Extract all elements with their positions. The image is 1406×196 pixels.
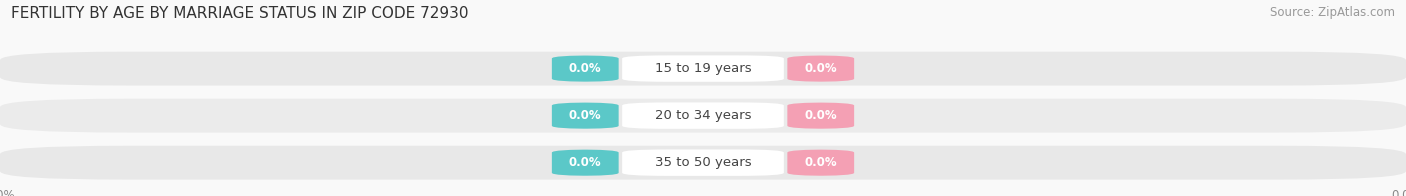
Text: Source: ZipAtlas.com: Source: ZipAtlas.com [1270, 6, 1395, 19]
FancyBboxPatch shape [551, 103, 619, 129]
Text: 0.0%: 0.0% [804, 62, 837, 75]
Text: 0.0%: 0.0% [569, 156, 602, 169]
FancyBboxPatch shape [0, 99, 1406, 132]
FancyBboxPatch shape [551, 55, 619, 82]
Text: 20 to 34 years: 20 to 34 years [655, 109, 751, 122]
Text: 0.0%: 0.0% [804, 156, 837, 169]
FancyBboxPatch shape [0, 52, 1406, 85]
FancyBboxPatch shape [787, 150, 855, 176]
Text: 35 to 50 years: 35 to 50 years [655, 156, 751, 169]
FancyBboxPatch shape [0, 146, 1406, 180]
FancyBboxPatch shape [551, 150, 619, 176]
Text: FERTILITY BY AGE BY MARRIAGE STATUS IN ZIP CODE 72930: FERTILITY BY AGE BY MARRIAGE STATUS IN Z… [11, 6, 468, 21]
FancyBboxPatch shape [621, 103, 785, 129]
FancyBboxPatch shape [787, 103, 855, 129]
Text: 0.0%: 0.0% [569, 62, 602, 75]
Text: 0.0%: 0.0% [569, 109, 602, 122]
FancyBboxPatch shape [621, 55, 785, 82]
FancyBboxPatch shape [787, 55, 855, 82]
FancyBboxPatch shape [621, 150, 785, 176]
Text: 0.0%: 0.0% [804, 109, 837, 122]
Text: 15 to 19 years: 15 to 19 years [655, 62, 751, 75]
